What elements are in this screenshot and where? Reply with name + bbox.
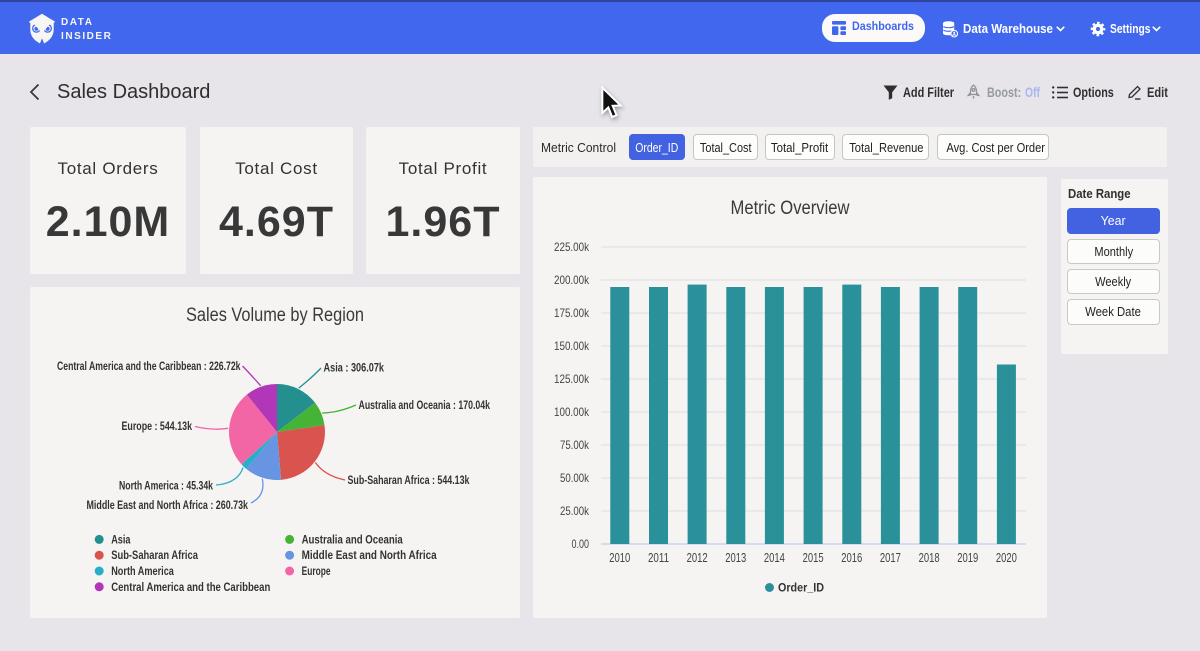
svg-text:50.00k: 50.00k: [560, 471, 590, 485]
svg-text:Middle East and North Africa :: Middle East and North Africa : 260.73k: [87, 500, 249, 512]
svg-text:Europe: Europe: [302, 566, 331, 578]
svg-text:25.00k: 25.00k: [560, 504, 590, 518]
svg-text:175.00k: 175.00k: [554, 306, 590, 320]
svg-text:200.00k: 200.00k: [554, 273, 590, 287]
svg-text:Asia: Asia: [111, 534, 131, 546]
svg-text:125.00k: 125.00k: [554, 372, 590, 386]
svg-text:Middle East and North Africa: Middle East and North Africa: [302, 550, 438, 562]
svg-text:2014: 2014: [764, 551, 785, 565]
svg-text:2017: 2017: [880, 551, 901, 565]
svg-text:North America: North America: [111, 566, 174, 578]
svg-text:Australia and Oceania : 170.04: Australia and Oceania : 170.04k: [359, 400, 491, 412]
svg-text:150.00k: 150.00k: [554, 339, 590, 353]
svg-text:100.00k: 100.00k: [554, 405, 590, 419]
svg-text:75.00k: 75.00k: [560, 438, 590, 452]
svg-text:Europe : 544.13k: Europe : 544.13k: [122, 421, 193, 433]
svg-text:0.00: 0.00: [572, 537, 590, 551]
svg-text:2016: 2016: [841, 551, 862, 565]
svg-text:2013: 2013: [725, 551, 746, 565]
svg-text:2011: 2011: [648, 551, 669, 565]
svg-text:Central America and the Caribb: Central America and the Caribbean : 226.…: [57, 361, 241, 373]
svg-text:Order_ID: Order_ID: [778, 581, 824, 595]
svg-text:Sub-Saharan Africa : 544.13k: Sub-Saharan Africa : 544.13k: [348, 475, 470, 487]
svg-text:2020: 2020: [996, 551, 1017, 565]
svg-text:2015: 2015: [803, 551, 824, 565]
svg-text:2018: 2018: [919, 551, 940, 565]
svg-text:2010: 2010: [609, 551, 630, 565]
svg-text:Metric Overview: Metric Overview: [731, 198, 850, 219]
svg-text:225.00k: 225.00k: [554, 240, 590, 254]
svg-text:Central America and the Caribb: Central America and the Caribbean: [111, 582, 270, 594]
svg-text:Sales Volume by Region: Sales Volume by Region: [186, 305, 364, 326]
svg-text:Sub-Saharan Africa: Sub-Saharan Africa: [111, 550, 198, 562]
svg-text:2019: 2019: [957, 551, 978, 565]
svg-text:Asia : 306.07k: Asia : 306.07k: [324, 363, 385, 375]
svg-text:Australia and Oceania: Australia and Oceania: [302, 534, 404, 546]
svg-text:North America : 45.34k: North America : 45.34k: [119, 481, 213, 493]
svg-text:2012: 2012: [687, 551, 708, 565]
